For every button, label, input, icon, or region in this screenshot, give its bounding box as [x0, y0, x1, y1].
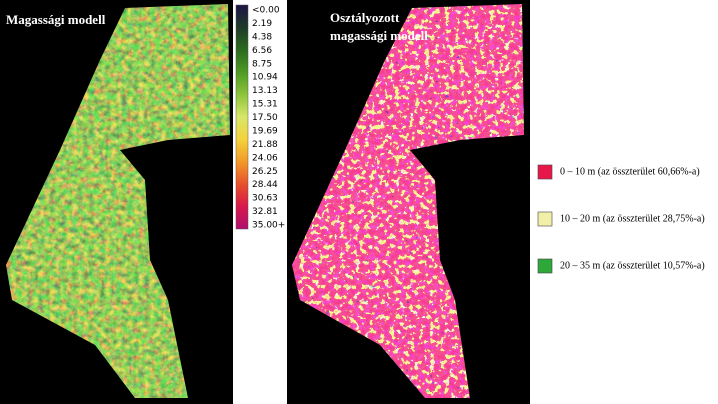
legend-label: 20 – 35 m (az összterület 10,57%-a)	[560, 260, 705, 271]
color-bar	[235, 4, 249, 230]
legend: 0 – 10 m (az összterület 60,66%-a) 10 – 2…	[537, 164, 705, 274]
color-scale-label: 6.56	[252, 46, 272, 56]
color-scale-label: 4.38	[252, 32, 272, 42]
right-title: magassági modell	[330, 28, 428, 43]
color-scale-label: 35.00+	[252, 221, 285, 231]
right-title: Osztályozott	[330, 10, 400, 25]
color-scale-label: 2.19	[252, 19, 272, 29]
color-scale-label: 26.25	[252, 167, 278, 177]
legend-label: 0 – 10 m (az összterület 60,66%-a)	[560, 166, 700, 177]
color-scale-label: 32.81	[252, 207, 278, 217]
color-scale-labels: <0.00 2.19 4.38 6.56 8.75 10.94 13.13 15.31 17.5…	[252, 6, 285, 231]
left-title: Magassági modell	[6, 12, 106, 27]
color-scale-label: 21.88	[252, 140, 278, 150]
legend-label: 10 – 20 m (az összterület 28,75%-a)	[560, 213, 705, 224]
legend-swatch	[537, 211, 553, 227]
legend-swatch	[537, 164, 553, 180]
color-scale-label: 10.94	[252, 73, 278, 83]
color-scale-label: <0.00	[252, 6, 280, 16]
right-map	[292, 4, 524, 398]
left-map	[6, 4, 230, 398]
color-scale-label: 19.69	[252, 126, 278, 136]
color-scale-label: 8.75	[252, 59, 272, 69]
color-scale-label: 24.06	[252, 153, 278, 163]
color-scale-label: 15.31	[252, 100, 278, 110]
legend-swatch	[537, 258, 553, 274]
color-scale-label: 13.13	[252, 86, 278, 96]
color-scale-label: 28.44	[252, 180, 278, 190]
color-scale-label: 17.50	[252, 113, 278, 123]
color-scale-label: 30.63	[252, 194, 278, 204]
